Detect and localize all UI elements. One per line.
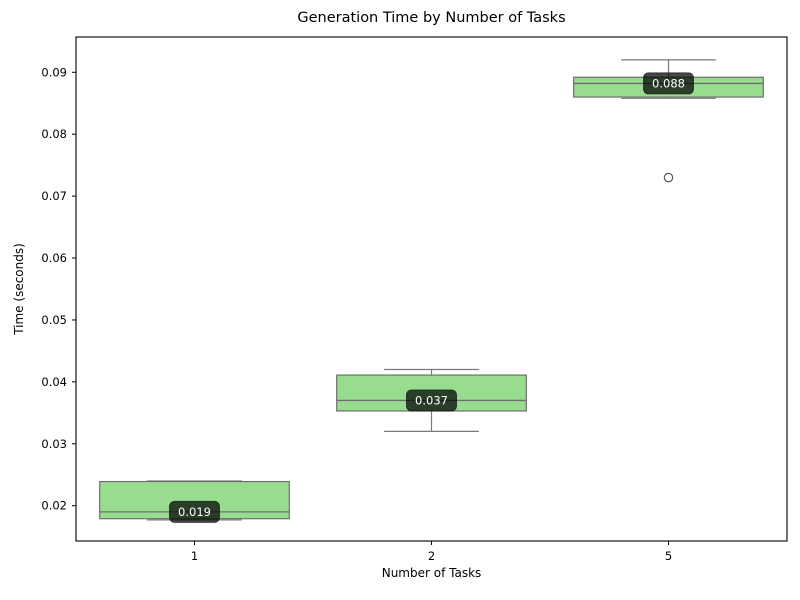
median-annotation-box	[406, 389, 457, 412]
median-annotation-label: 0.037	[415, 393, 448, 407]
y-tick-label: 0.05	[41, 313, 67, 327]
x-tick-label: 2	[428, 549, 435, 563]
y-tick-label: 0.03	[41, 437, 67, 451]
x-axis-label: Number of Tasks	[381, 566, 482, 580]
x-tick-label: 5	[665, 549, 672, 563]
y-tick-label: 0.06	[41, 251, 67, 265]
x-tick-label: 1	[191, 549, 198, 563]
outlier-point	[663, 172, 674, 183]
plot-border	[75, 36, 788, 542]
y-tick-label: 0.08	[41, 127, 67, 141]
y-tick-label: 0.04	[41, 375, 67, 389]
median-annotation-label: 0.088	[652, 76, 685, 90]
median-annotation-box	[169, 500, 220, 523]
median-annotation-label: 0.019	[178, 505, 211, 519]
y-tick-label: 0.09	[41, 65, 67, 79]
y-tick-label: 0.02	[41, 499, 67, 513]
median-annotation-box	[643, 72, 694, 95]
chart-title: Generation Time by Number of Tasks	[297, 10, 566, 26]
y-tick-label: 0.07	[41, 189, 67, 203]
